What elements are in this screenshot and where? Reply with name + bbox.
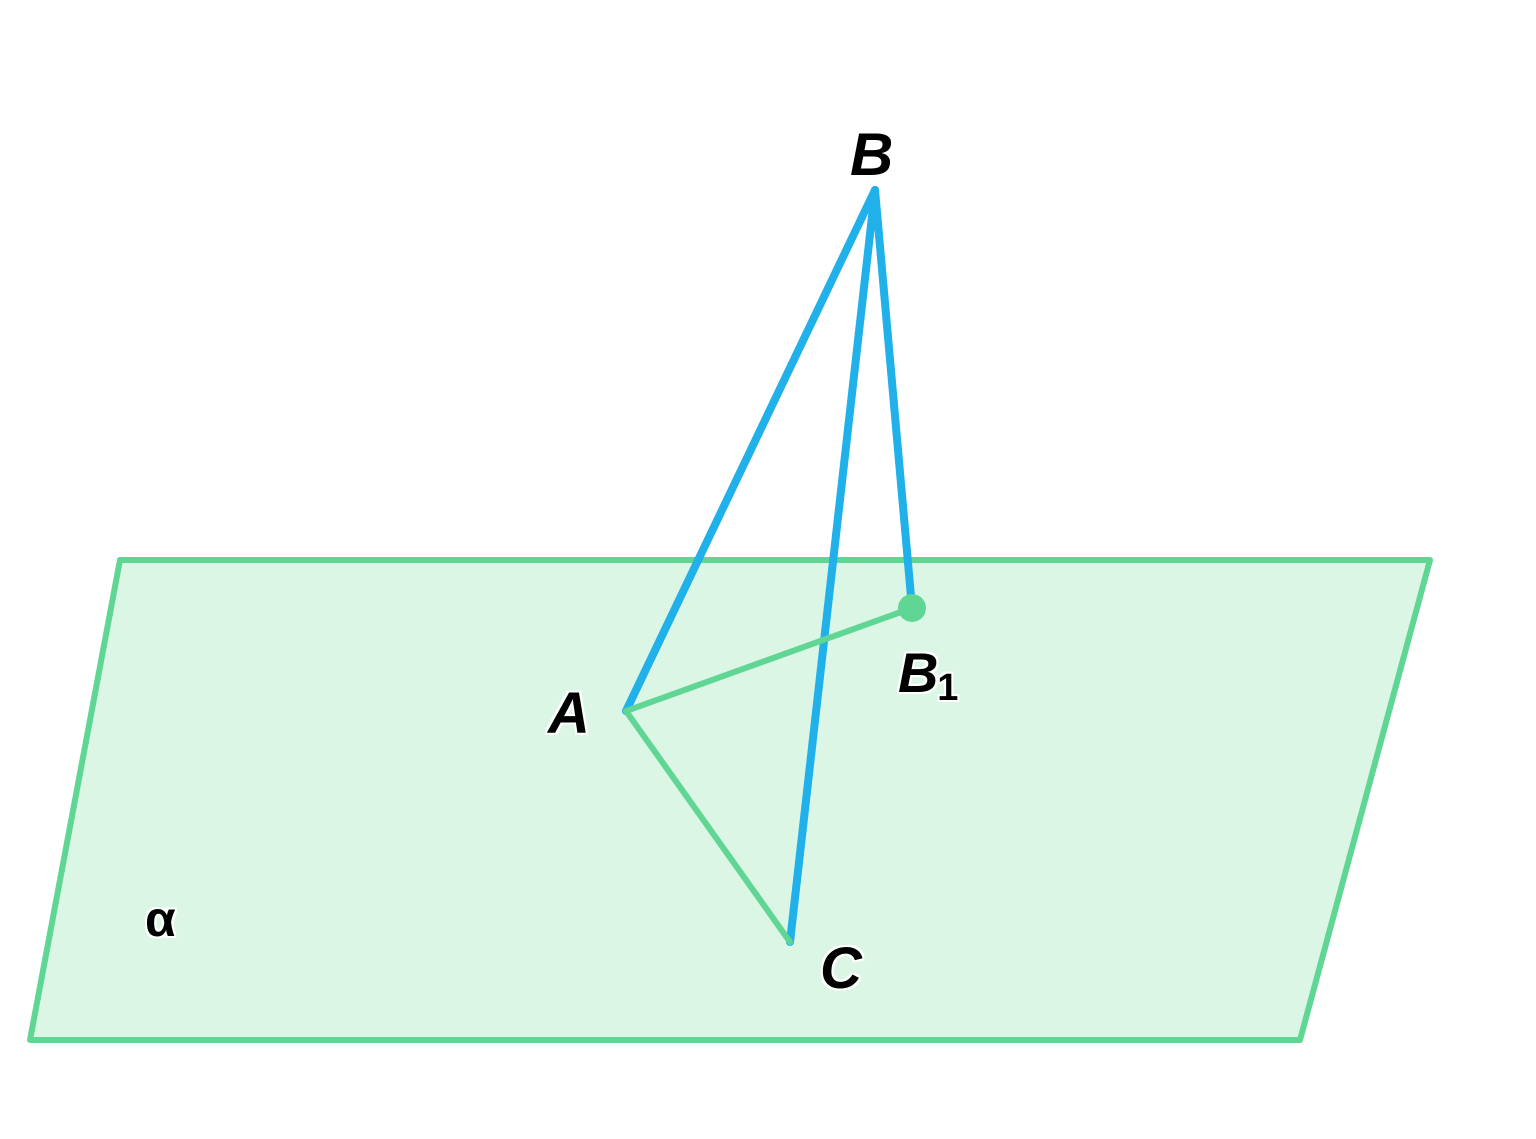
point-label-B: B [850, 120, 893, 189]
geometry-diagram: αBB1AC [0, 0, 1536, 1134]
point-label-sub-B1: 1 [937, 667, 958, 710]
point-label-B1: B [898, 640, 938, 705]
point-dot-B1 [898, 594, 926, 622]
point-label-C: C [820, 935, 862, 1002]
plane-label: α [145, 890, 176, 948]
diagram-svg [0, 0, 1536, 1134]
plane-alpha [30, 560, 1430, 1040]
point-label-A: A [548, 680, 590, 747]
segment-B-B1 [875, 190, 912, 608]
